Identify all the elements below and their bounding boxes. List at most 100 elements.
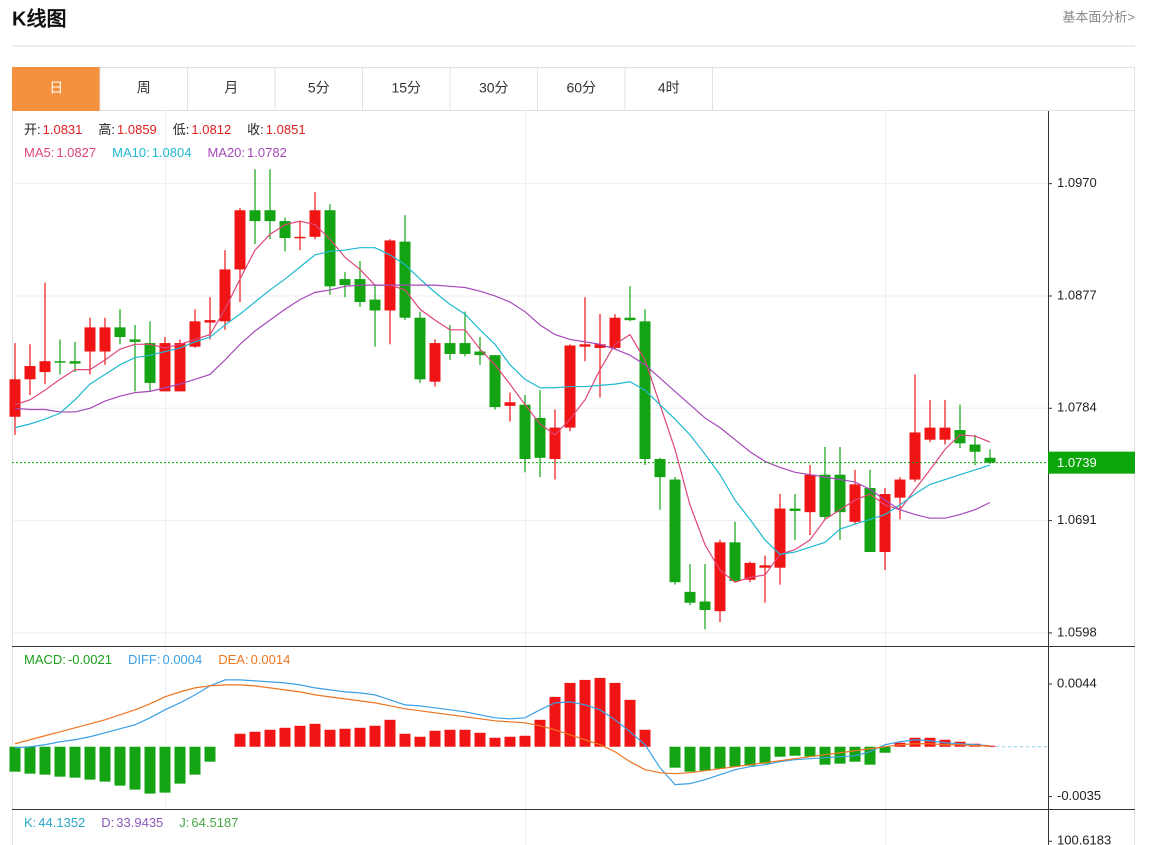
series-value: 64.5187 <box>191 815 238 830</box>
candle-body <box>714 542 726 612</box>
macd-bar <box>564 682 576 747</box>
tab[interactable]: 5分 <box>274 67 363 111</box>
macd-bar <box>324 729 336 747</box>
candle-body <box>444 343 456 354</box>
tab-bg <box>449 67 538 111</box>
candle-body <box>699 601 711 610</box>
macd-bar <box>549 696 561 747</box>
candle-body <box>729 542 741 581</box>
candle-body <box>24 366 36 380</box>
series-line <box>14 220 991 583</box>
macd-bar <box>504 736 516 747</box>
tab-bar: 日 周 月 5分 15分 30分 60分 4时 <box>12 67 713 111</box>
candle-body <box>849 484 861 522</box>
tab[interactable]: 周 <box>99 67 188 111</box>
macd-bar <box>864 746 876 765</box>
macd-bar <box>249 731 261 747</box>
candle-body <box>879 494 891 553</box>
series-line <box>14 284 991 519</box>
tab-bg <box>12 67 101 111</box>
macd-bar <box>879 746 891 753</box>
legend: K: 44.1352 D: 33.9435 J: 64.5187 <box>24 815 238 830</box>
tab-bg <box>274 67 363 111</box>
macd-bar <box>234 733 246 747</box>
series-name: MA10: <box>112 145 150 160</box>
candle-body <box>99 327 111 352</box>
info-value: 1.0851 <box>266 122 306 137</box>
tab[interactable]: 月 <box>187 67 276 111</box>
series-line <box>14 247 991 556</box>
candle-body <box>9 379 21 417</box>
candle-body <box>414 317 426 380</box>
info-name: 开: <box>24 122 41 137</box>
y-tick-label: 100.6183 <box>1057 833 1111 845</box>
macd-bar <box>639 729 651 747</box>
candle-body <box>789 508 801 511</box>
candle-body <box>39 361 51 373</box>
macd-bar <box>474 732 486 747</box>
macd-bar <box>414 736 426 747</box>
tab-label: 5分 <box>308 80 330 96</box>
candle-body <box>594 344 606 348</box>
macd-bar <box>624 699 636 747</box>
macd-bar <box>309 723 321 747</box>
tab-label: 日 <box>49 80 63 96</box>
tab[interactable]: 4时 <box>624 67 713 111</box>
info-name: 高: <box>98 122 115 137</box>
candle-body <box>219 269 231 322</box>
macd-bar <box>444 729 456 747</box>
candle-body <box>804 474 816 513</box>
legend: MA5: 1.0827 MA10: 1.0804 MA20: 1.0782 <box>24 145 287 160</box>
y-tick-label: 1.0598 <box>1057 624 1097 639</box>
macd-bar <box>399 733 411 747</box>
macd-bar <box>159 746 171 793</box>
tab[interactable]: 60分 <box>537 67 626 111</box>
tab-label: 30分 <box>479 80 509 96</box>
candle-body <box>579 344 591 347</box>
info-value: 1.0812 <box>191 122 231 137</box>
tab[interactable]: 日 <box>12 67 101 111</box>
macd-bar <box>789 746 801 756</box>
candle-body <box>504 402 516 406</box>
tab[interactable]: 30分 <box>449 67 538 111</box>
macd-bar <box>534 719 546 747</box>
info-name: 收: <box>247 122 264 137</box>
candle-body <box>984 457 996 463</box>
y-tick-label: 1.0784 <box>1057 400 1097 415</box>
series-line <box>14 679 991 786</box>
candle-body <box>459 343 471 354</box>
macd-bar <box>429 730 441 747</box>
series-value: 1.0782 <box>247 145 287 160</box>
tab[interactable]: 15分 <box>362 67 451 111</box>
y-tick-label: -0.0035 <box>1057 788 1101 803</box>
macd-bar <box>129 746 141 790</box>
legend: MACD: -0.0021 DIFF: 0.0004 DEA: 0.0014 <box>24 652 290 667</box>
candle-body <box>324 210 336 287</box>
candle-body <box>489 355 501 408</box>
macd-bar <box>69 746 81 778</box>
candle-body <box>159 343 171 392</box>
current-price-label: 1.0739 <box>1057 455 1097 470</box>
candle-body <box>609 317 621 348</box>
candle-body <box>534 417 546 458</box>
macd-bar <box>459 729 471 747</box>
candle-body <box>144 343 156 383</box>
macd-bar <box>774 746 786 757</box>
series-value: 0.0014 <box>251 652 291 667</box>
series-name: DIFF: <box>128 652 161 667</box>
candle-body <box>384 240 396 311</box>
candle-body <box>939 427 951 440</box>
tab-bg <box>624 67 713 111</box>
macd-bar <box>714 746 726 769</box>
macd-bar <box>684 746 696 772</box>
candle-body <box>204 320 216 323</box>
fundamental-link[interactable]: 基本面分析> <box>1062 9 1135 24</box>
candle-body <box>474 351 486 356</box>
macd-bar <box>39 746 51 775</box>
y-tick-label: 0.0044 <box>1057 675 1097 690</box>
candle-body <box>234 210 246 270</box>
candle-body <box>429 343 441 382</box>
candle-body <box>519 404 531 460</box>
